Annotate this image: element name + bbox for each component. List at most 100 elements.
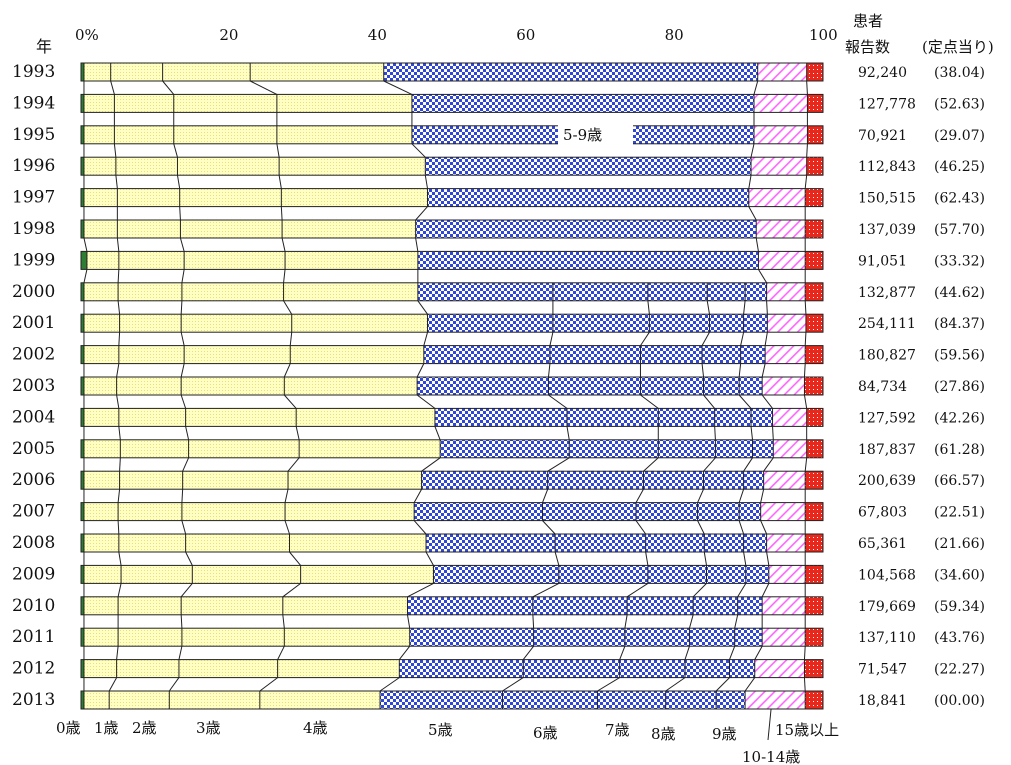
connector-line (549, 332, 554, 346)
bar-segment-age0 (81, 408, 84, 427)
bar-segment-age15plus (805, 345, 823, 364)
connector-line (715, 677, 730, 692)
patient-count: 137,110 (858, 630, 916, 646)
connector-line (502, 677, 524, 692)
per-sentinel-value: (22.27) (934, 662, 985, 678)
bar-segment-age0 (81, 188, 84, 207)
bar-segment-age15plus (805, 471, 823, 490)
bar-segment-age1-4 (83, 282, 418, 301)
connector-line (383, 80, 413, 95)
bar-segment-age5-9 (417, 377, 763, 395)
connector-line (118, 426, 121, 440)
bar-segment-age0 (81, 471, 84, 490)
age-10-14-leader-line (767, 708, 772, 741)
bar-outline (80, 345, 824, 365)
year-column-header: 年 (36, 37, 52, 56)
bar-segment-age5-9 (411, 94, 754, 113)
bar-segment-age15plus (806, 63, 823, 81)
bar-segment-age15plus (805, 691, 823, 709)
connector-line (697, 488, 704, 503)
connector-line (280, 206, 283, 221)
bar-segment-age10-14 (762, 596, 806, 615)
connector-line (804, 175, 808, 189)
connector-line (413, 520, 427, 535)
connector-line (413, 488, 423, 503)
bar-segment-age10-14 (760, 502, 806, 521)
connector-line (283, 300, 293, 315)
per-sentinel-value: (44.62) (934, 285, 985, 301)
connector-line (744, 677, 756, 692)
year-label: 2007 (12, 502, 55, 522)
bar-segment-age0 (81, 63, 84, 81)
bar-segment-age15plus (804, 659, 823, 678)
age-group-label: 7歳 (605, 721, 630, 739)
connector-line (645, 551, 649, 566)
year-label: 2002 (12, 345, 55, 365)
connector-line (182, 457, 190, 472)
bar-outline (80, 659, 824, 679)
age-group-label: 3歳 (196, 719, 221, 737)
connector-line (738, 363, 742, 378)
connector-line (740, 332, 745, 346)
year-label: 1995 (12, 125, 55, 145)
year-label: 2004 (12, 407, 55, 427)
connector-line (803, 363, 806, 378)
bar-segment-age10-14 (765, 345, 806, 364)
bar-segment-age1-4 (83, 220, 416, 238)
bar-segment-age10-14 (758, 251, 806, 270)
connector-line (522, 645, 535, 660)
connector-line (548, 394, 568, 409)
per-sentinel-value: (62.43) (934, 191, 985, 207)
bar-outline (80, 93, 824, 113)
connector-line (284, 489, 289, 503)
bar-segment-age5-9 (434, 408, 773, 427)
year-label: 2003 (12, 376, 55, 396)
bar-outline (80, 533, 824, 553)
per-sentinel-value: (21.66) (934, 536, 985, 552)
per-sentinel-value: (33.32) (934, 253, 985, 269)
patient-count: 104,568 (858, 567, 916, 583)
bar-segment-age15plus (805, 251, 823, 270)
year-label: 2001 (12, 313, 55, 333)
connector-line (117, 583, 122, 597)
bar-segment-age0 (81, 628, 84, 647)
bar-outline (80, 564, 824, 584)
connector-line (772, 426, 774, 440)
bar-outline (80, 376, 824, 396)
bar-outline (80, 188, 824, 208)
age-group-label: 15歳以上 (775, 721, 839, 739)
bar-outline (80, 690, 824, 710)
connector-line (284, 520, 290, 535)
bar-segment-age1-4 (83, 471, 422, 490)
bar-segment-age10-14 (767, 314, 806, 333)
bar-segment-age15plus (805, 502, 823, 521)
per-sentinel-value: (22.51) (934, 505, 985, 521)
connector-line (748, 206, 757, 221)
connector-line (108, 677, 118, 692)
age-group-label: 6歳 (533, 724, 558, 742)
stacked-bars (80, 62, 824, 710)
connector-line (554, 551, 560, 566)
bar-segment-age5-9 (399, 659, 755, 678)
x-tick-label: 40 (368, 26, 387, 44)
bar-segment-age15plus (807, 125, 823, 144)
connector-line (178, 646, 183, 660)
connector-line (176, 175, 181, 189)
connector-line (116, 363, 120, 378)
connector-line (760, 489, 765, 503)
connector-line (115, 175, 118, 189)
connector-line (180, 300, 183, 315)
connector-line (276, 143, 280, 158)
year-label: 1999 (12, 250, 55, 270)
bar-segment-age0 (81, 534, 84, 552)
connector-line (295, 426, 300, 440)
year-label: 1998 (12, 219, 55, 239)
connector-line (181, 489, 184, 503)
connector-line (804, 457, 808, 472)
connector-line (697, 520, 705, 535)
connector-line (181, 269, 185, 283)
bar-segment-age1-4 (83, 345, 424, 364)
connector-line (259, 677, 278, 692)
bar-outline (80, 470, 824, 490)
connector-line (566, 426, 570, 440)
